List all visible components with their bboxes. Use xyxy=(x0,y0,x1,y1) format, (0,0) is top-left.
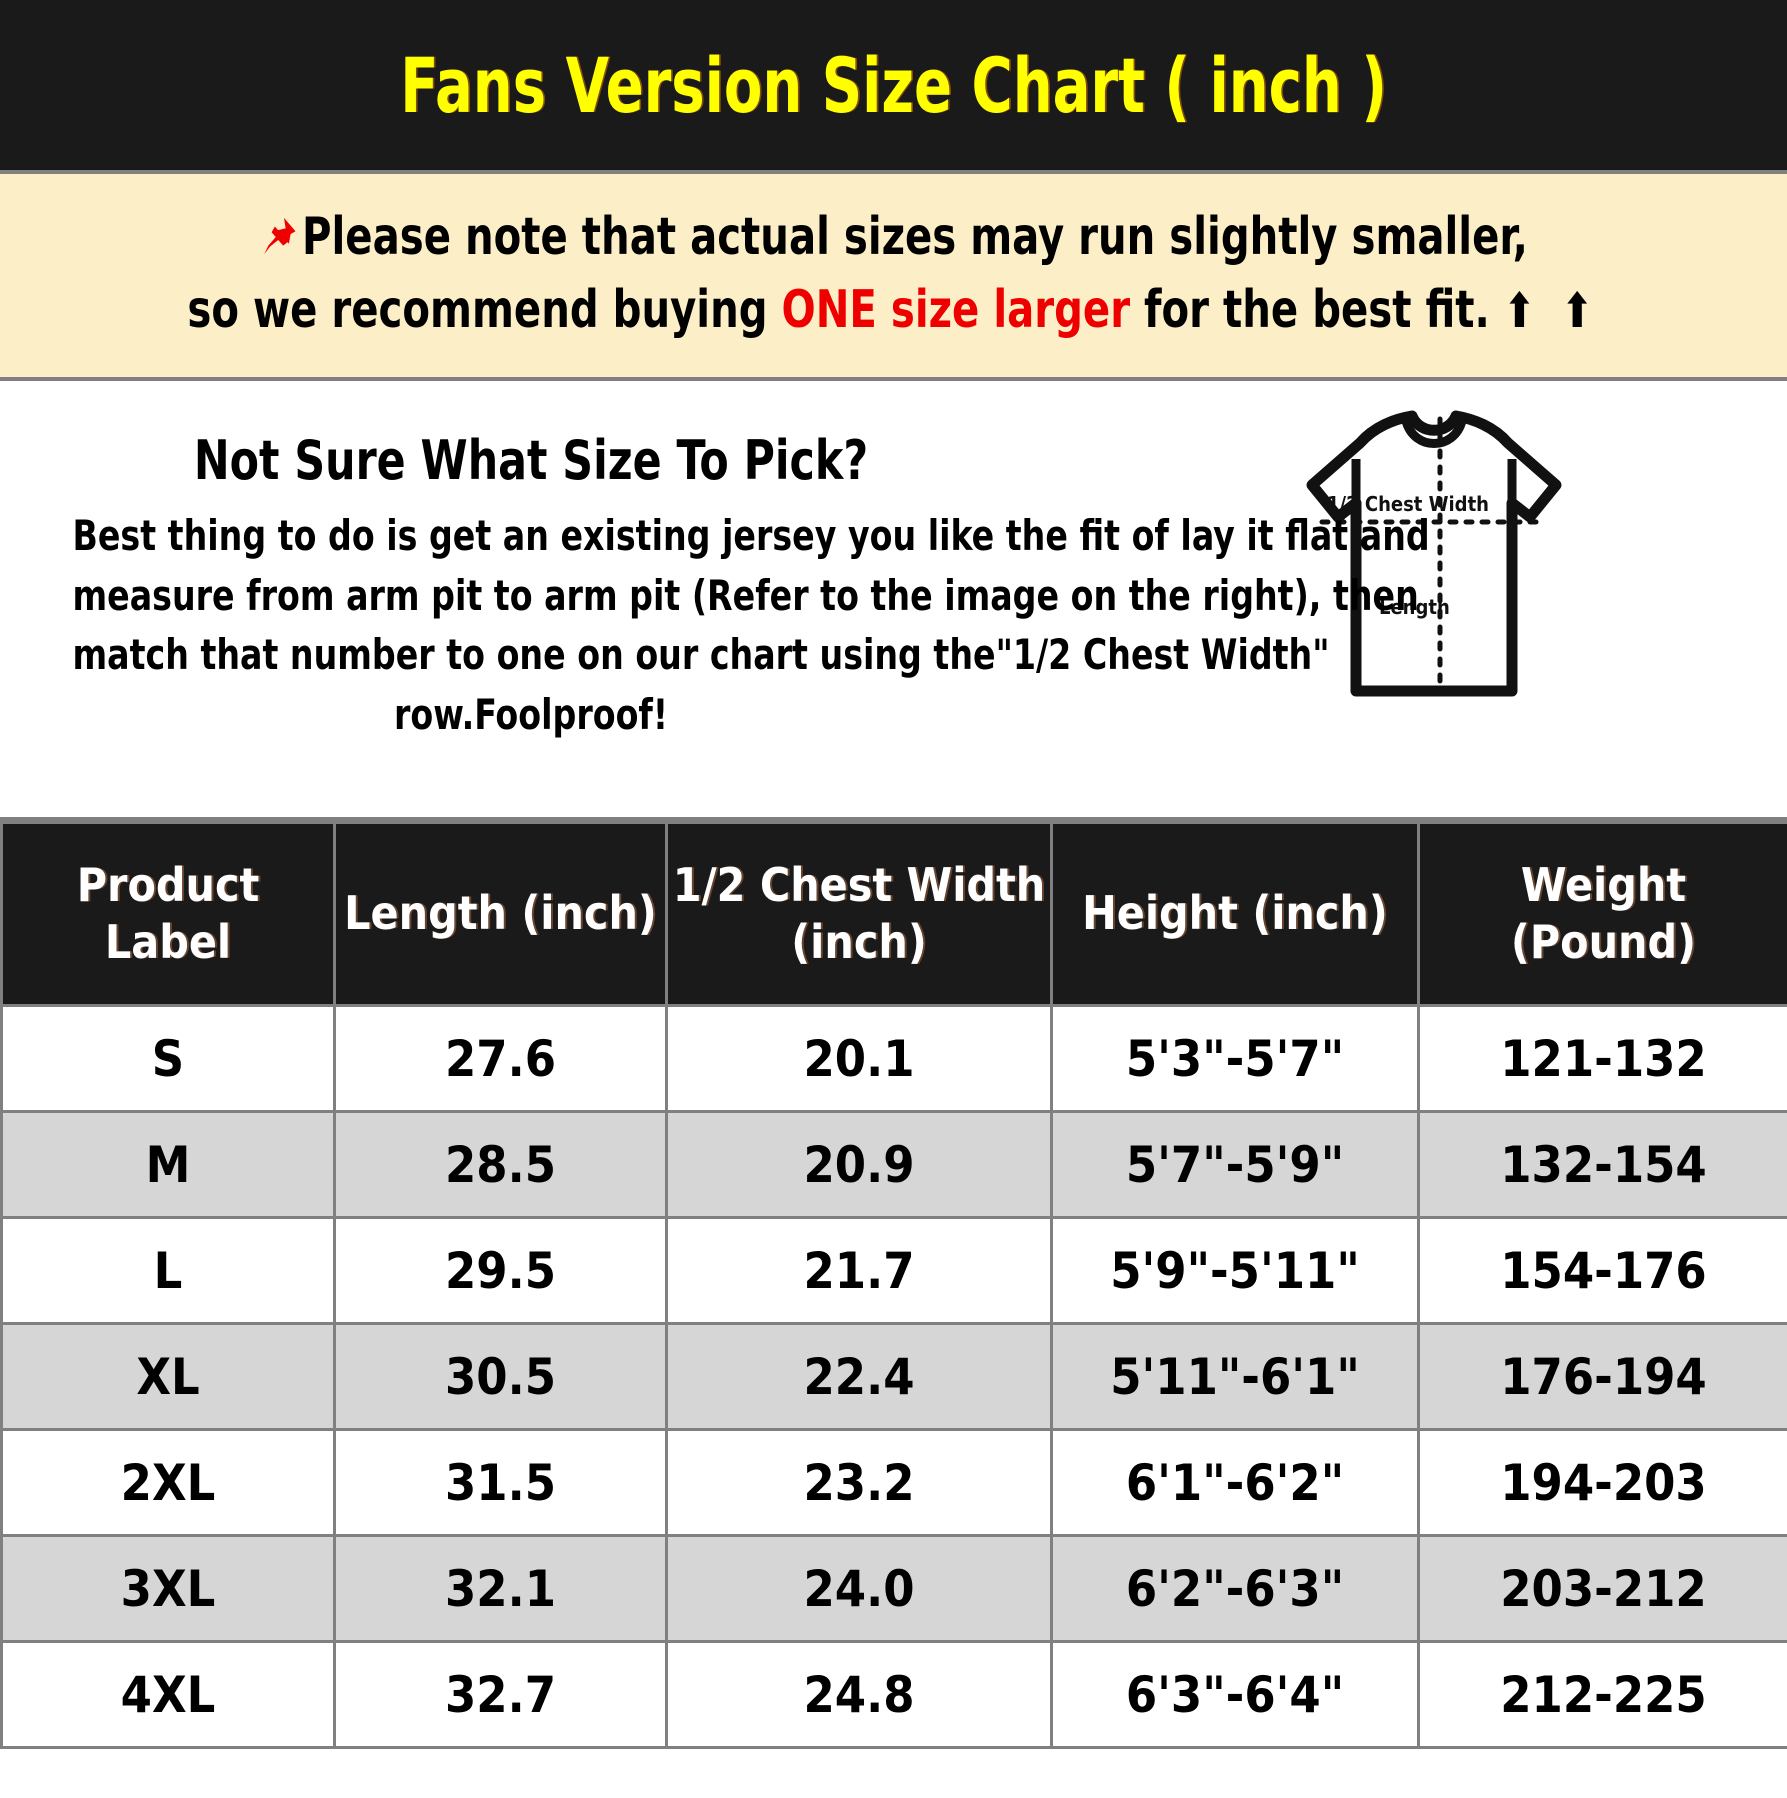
cell-product-label: M xyxy=(0,1110,336,1220)
tshirt-collar xyxy=(1401,416,1466,448)
cell-weight: 154-176 xyxy=(1417,1216,1787,1326)
cell-length: 32.7 xyxy=(333,1640,668,1750)
cell-height: 5'11"-6'1" xyxy=(1050,1322,1420,1432)
table-row: 2XL 31.5 23.2 6'1"-6'2" 194-203 xyxy=(0,1428,1787,1538)
note-emphasis: ONE size larger xyxy=(781,279,1131,340)
table-row: 3XL 32.1 24.0 6'2"-6'3" 203-212 xyxy=(0,1534,1787,1644)
cell-weight: 121-132 xyxy=(1417,1004,1787,1114)
cell-length: 27.6 xyxy=(333,1004,668,1114)
chest-width-label: 1/2 Chest Width xyxy=(1327,492,1489,516)
column-header-weight: Weight (Pound) xyxy=(1417,821,1787,1008)
column-header-length: Length (inch) xyxy=(333,821,668,1008)
cell-length: 29.5 xyxy=(333,1216,668,1326)
help-band: Not Sure What Size To Pick? Best thing t… xyxy=(0,381,1787,822)
column-header-product-label: Product Label xyxy=(0,821,336,1008)
table-row: 4XL 32.7 24.8 6'3"-6'4" 212-225 xyxy=(0,1640,1787,1750)
cell-length: 28.5 xyxy=(333,1110,668,1220)
cell-chest: 23.2 xyxy=(665,1428,1053,1538)
table-row: S 27.6 20.1 5'3"-5'7" 121-132 xyxy=(0,1004,1787,1114)
help-body-line-4: row.Foolproof! xyxy=(393,689,669,739)
cell-chest: 22.4 xyxy=(665,1322,1053,1432)
cell-chest: 20.9 xyxy=(665,1110,1053,1220)
help-heading: Not Sure What Size To Pick? xyxy=(193,429,869,493)
up-arrow-icons: ⬆ ⬆ xyxy=(1503,282,1600,339)
cell-chest: 21.7 xyxy=(665,1216,1053,1326)
table-header: Product Label Length (inch) 1/2 Chest Wi… xyxy=(0,821,1787,1008)
cell-height: 6'1"-6'2" xyxy=(1050,1428,1420,1538)
cell-height: 5'3"-5'7" xyxy=(1050,1004,1420,1114)
cell-product-label: S xyxy=(0,1004,336,1114)
size-chart-table: Product Label Length (inch) 1/2 Chest Wi… xyxy=(0,821,1787,1750)
cell-height: 5'7"-5'9" xyxy=(1050,1110,1420,1220)
help-body-line-1: Best thing to do is get an existing jers… xyxy=(72,511,1430,561)
cell-product-label: XL xyxy=(0,1322,336,1432)
cell-height: 6'2"-6'3" xyxy=(1050,1534,1420,1644)
cell-height: 5'9"-5'11" xyxy=(1050,1216,1420,1326)
help-text-block: Not Sure What Size To Pick? Best thing t… xyxy=(0,381,1430,745)
cell-chest: 24.0 xyxy=(665,1534,1053,1644)
cell-product-label: L xyxy=(0,1216,336,1326)
cell-product-label: 4XL xyxy=(0,1640,336,1750)
cell-height: 6'3"-6'4" xyxy=(1050,1640,1420,1750)
cell-weight: 212-225 xyxy=(1417,1640,1787,1750)
note-text-2b: for the best fit. xyxy=(1130,279,1504,340)
tshirt-outline xyxy=(1306,410,1561,697)
column-header-height: Height (inch) xyxy=(1050,821,1420,1008)
note-line-2: so we recommend buying ONE size larger f… xyxy=(125,277,1662,344)
cell-chest: 24.8 xyxy=(665,1640,1053,1750)
pushpin-icon xyxy=(259,210,299,277)
cell-weight: 132-154 xyxy=(1417,1110,1787,1220)
tshirt-measurement-diagram: 1/2 Chest Width Length xyxy=(1306,410,1561,697)
help-body-line-2: measure from arm pit to arm pit (Refer t… xyxy=(72,570,1419,620)
note-text-2a: so we recommend buying xyxy=(187,279,782,340)
note-band: Please note that actual sizes may run sl… xyxy=(0,170,1787,382)
cell-weight: 194-203 xyxy=(1417,1428,1787,1538)
help-body-line-3: match that number to one on our chart us… xyxy=(72,630,1330,680)
cell-weight: 203-212 xyxy=(1417,1534,1787,1644)
note-text-1: Please note that actual sizes may run sl… xyxy=(302,207,1528,267)
table-body: S 27.6 20.1 5'3"-5'7" 121-132 M 28.5 20.… xyxy=(0,1004,1787,1750)
cell-length: 32.1 xyxy=(333,1534,668,1644)
title-band: Fans Version Size Chart ( inch ) xyxy=(0,0,1787,170)
length-label: Length xyxy=(1379,595,1450,619)
cell-length: 30.5 xyxy=(333,1322,668,1432)
table-header-row: Product Label Length (inch) 1/2 Chest Wi… xyxy=(0,821,1787,1008)
cell-length: 31.5 xyxy=(333,1428,668,1538)
cell-chest: 20.1 xyxy=(665,1004,1053,1114)
cell-product-label: 2XL xyxy=(0,1428,336,1538)
page-title: Fans Version Size Chart ( inch ) xyxy=(400,40,1387,130)
note-line-1: Please note that actual sizes may run sl… xyxy=(125,204,1662,277)
table-row: XL 30.5 22.4 5'11"-6'1" 176-194 xyxy=(0,1322,1787,1432)
table-row: L 29.5 21.7 5'9"-5'11" 154-176 xyxy=(0,1216,1787,1326)
column-header-chest-width: 1/2 Chest Width (inch) xyxy=(665,821,1053,1008)
cell-weight: 176-194 xyxy=(1417,1322,1787,1432)
cell-product-label: 3XL xyxy=(0,1534,336,1644)
table-row: M 28.5 20.9 5'7"-5'9" 132-154 xyxy=(0,1110,1787,1220)
tshirt-diagram-container: 1/2 Chest Width Length xyxy=(1080,381,1787,709)
